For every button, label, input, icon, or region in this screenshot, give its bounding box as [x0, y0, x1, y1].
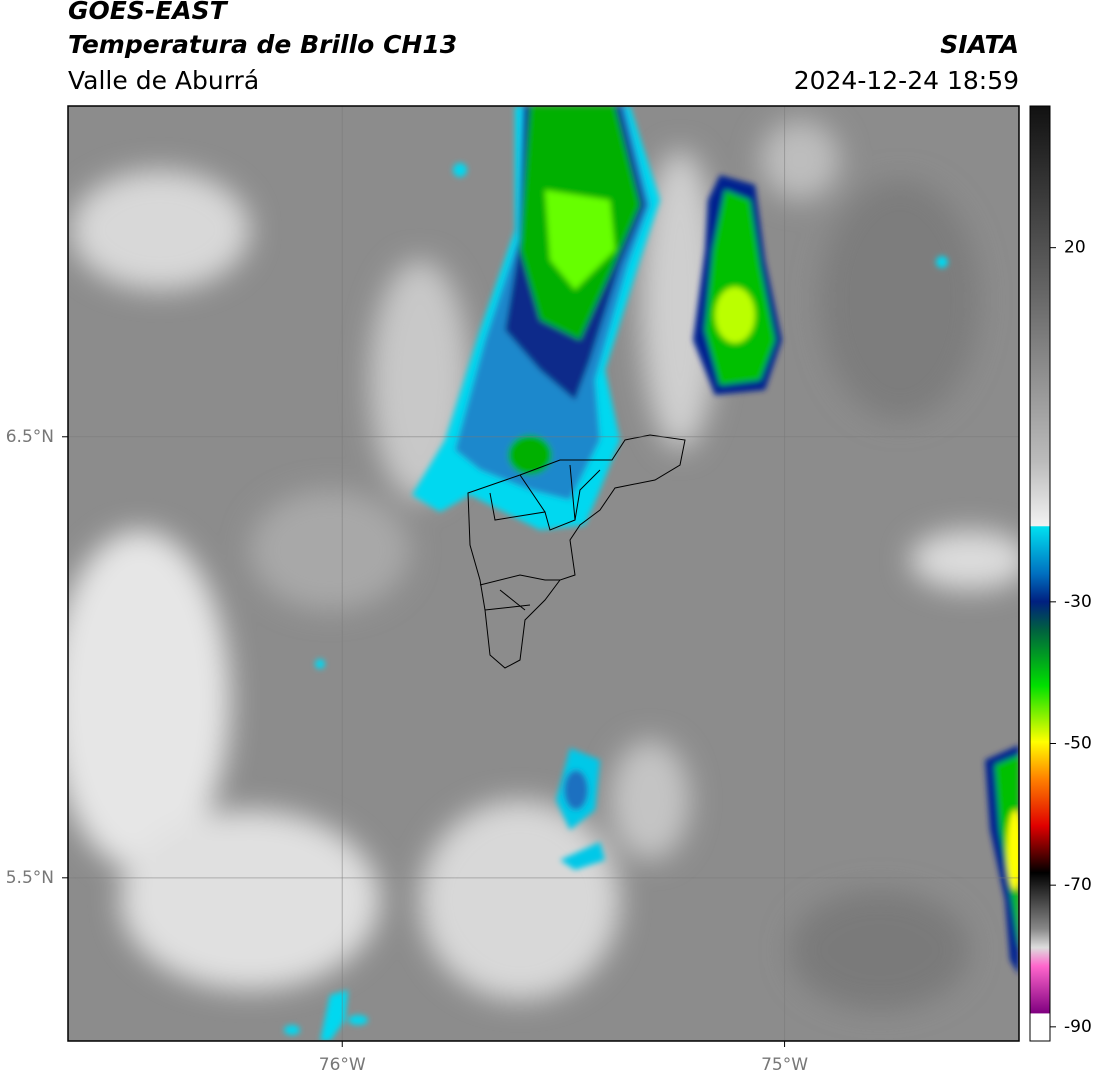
- satellite-image: [68, 106, 1019, 1041]
- lon-tick-label: 75°W: [761, 1055, 808, 1075]
- colorbar-tick-label: -30: [1064, 592, 1092, 612]
- lat-tick-label: 5.5°N: [6, 868, 54, 888]
- colorbar-tick-label: -50: [1064, 734, 1092, 754]
- colorbar-tick-label: 20: [1064, 238, 1086, 258]
- title: GOES-EAST: [68, 0, 229, 25]
- source: SIATA: [940, 30, 1019, 59]
- colorbar-tick-label: -90: [1064, 1017, 1092, 1037]
- subtitle: Temperatura de Brillo CH13: [68, 30, 457, 59]
- region: Valle de Aburrá: [68, 66, 259, 95]
- lat-tick-label: 6.5°N: [6, 427, 54, 447]
- colorbar-tick-label: -70: [1064, 875, 1092, 895]
- lon-tick-label: 76°W: [319, 1055, 366, 1075]
- datetime: 2024-12-24 18:59: [794, 66, 1019, 95]
- municipal-boundaries: [467, 434, 686, 669]
- map-frame: [67, 105, 1020, 1042]
- colorbar: [1029, 105, 1051, 1042]
